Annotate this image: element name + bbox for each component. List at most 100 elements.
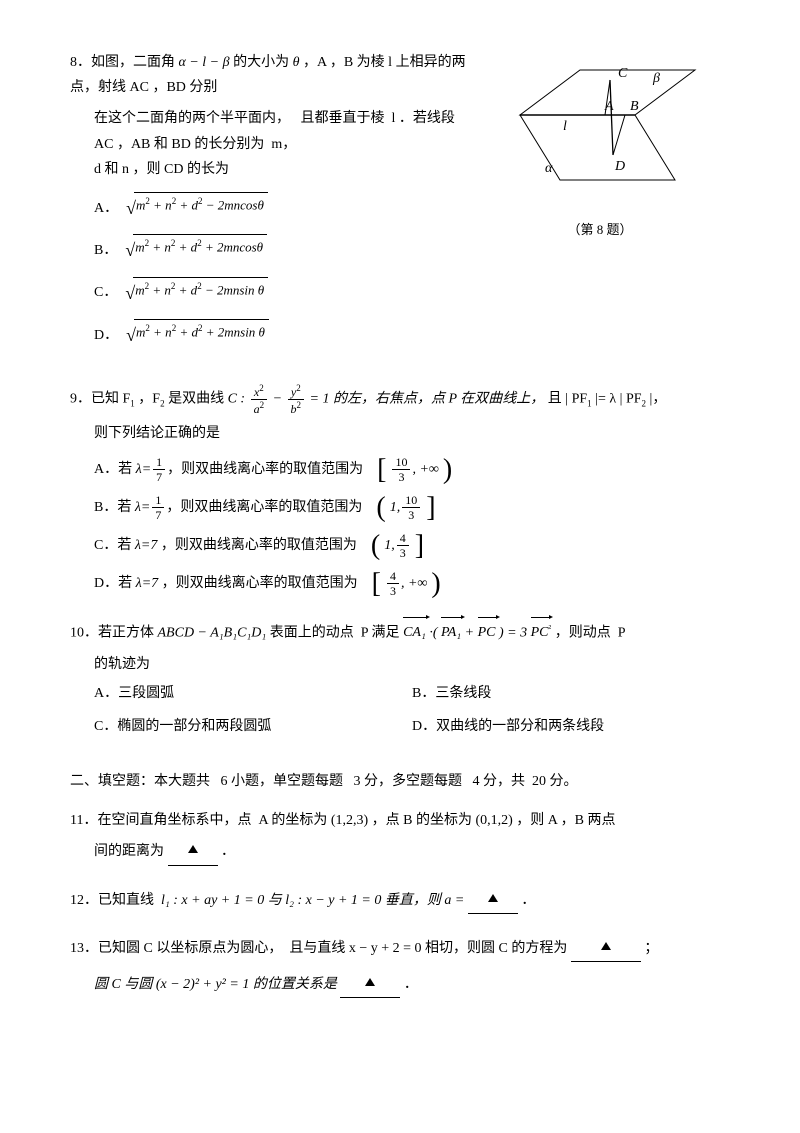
question-13: 13．已知圆 C 以坐标原点为圆心， 且与直线 x − y + 2 = 0 相切… — [70, 936, 730, 998]
blank-q12[interactable] — [468, 888, 518, 914]
q12-period: ． — [521, 893, 535, 908]
q10-t3: P 满足 — [361, 625, 400, 640]
question-9: 9．已知 F1 ，F2 是双曲线 C : x2a2 − y2b2 = 1 的左，… — [70, 384, 730, 598]
q8-line2: 在这个二面角的两个半平面内， 且都垂直于棱 l ．若线段 AC ，AB 和 BD… — [70, 106, 470, 156]
q9b-pre: B．若 — [94, 495, 131, 520]
q9-opt-b: B．若 λ= 17 ，则双曲线离心率的取值范围为 ( 1, 103 ] — [94, 494, 730, 522]
blank-q13b[interactable] — [340, 972, 400, 998]
q10-opt-c: C．椭圆的一部分和两段圆弧 — [94, 714, 412, 739]
q13-t1: ．已知圆 C 以坐标原点为圆心， — [84, 941, 282, 956]
q9-options: A．若 λ= 17 ，则双曲线离心率的取值范围为 [ 103 , +∞ ) B．… — [70, 456, 730, 598]
q8-num: 8 — [70, 55, 77, 70]
opt-label-c: C． — [94, 280, 117, 305]
blank-q11[interactable] — [168, 839, 218, 865]
svg-text:α: α — [545, 161, 553, 176]
sqrt-d: √m2 + n2 + d2 + 2mnsin θ — [126, 319, 269, 351]
q11-period: ． — [221, 844, 235, 859]
q11-header: 11．在空间直角坐标系中，点 A 的坐标为 (1,2,3) ，点 B 的坐标为 … — [70, 808, 730, 833]
q8-l2b: 且都垂直于棱 — [301, 111, 385, 126]
q8-caption: （第 8 题） — [470, 218, 730, 241]
q9d-rb: ) — [431, 570, 440, 598]
q9a-lb: [ — [377, 456, 386, 484]
blank-q13a[interactable] — [571, 936, 641, 962]
q10-v3: PC — [478, 620, 496, 645]
section-2-header: 二、填空题：本大题共 6 小题，单空题每题 3 分，多空题每题 4 分，共 20… — [70, 769, 730, 794]
q9-opt-c: C．若 λ=7 ，则双曲线离心率的取值范围为 ( 1, 43 ] — [94, 532, 730, 560]
q8-text-col: 8．如图，二面角 α − l − β 的大小为 θ ，A ，B 为棱 l 上相异… — [70, 50, 470, 362]
q10-cube: ABCD − A₁B₁C₁D₁ — [158, 625, 267, 640]
q8-opt-c: C． √m2 + n2 + d2 − 2mnsin θ — [94, 277, 470, 309]
q10-t5: P — [618, 625, 626, 640]
q9a-l: λ= — [136, 457, 152, 482]
q8-diagram: C A B D l β α — [485, 50, 715, 210]
q9-c: C : — [228, 391, 246, 406]
svg-text:A: A — [604, 99, 614, 114]
q10-t1: ．若正方体 — [84, 625, 154, 640]
q10-v1: CA₁ — [403, 620, 426, 645]
q9-line2: 则下列结论正确的是 — [70, 421, 730, 446]
q8-opt-b: B． √m2 + n2 + d2 + 2mncosθ — [94, 234, 470, 266]
question-11: 11．在空间直角坐标系中，点 A 的坐标为 (1,2,3) ，点 B 的坐标为 … — [70, 808, 730, 865]
q8-layout: 8．如图，二面角 α − l − β 的大小为 θ ，A ，B 为棱 l 上相异… — [70, 50, 730, 362]
q10-opt-a: A．三段圆弧 — [94, 681, 412, 706]
q10-line2: 的轨迹为 — [70, 652, 730, 677]
q9b-lb: ( — [376, 494, 385, 522]
q9-opt-d: D．若 λ=7 ，则双曲线离心率的取值范围为 [ 43 , +∞ ) — [94, 570, 730, 598]
q8-t1: ．如图，二面角 — [77, 55, 175, 70]
q9-t5: |= λ | PF — [592, 391, 642, 406]
q8-line3: d 和 n ，则 CD 的长为 — [70, 157, 470, 182]
q12-num: 12 — [70, 893, 84, 908]
sqrt-c: √m2 + n2 + d2 − 2mnsin θ — [125, 277, 268, 309]
q9c-bc: 1, 43 — [380, 532, 415, 559]
svg-text:β: β — [652, 71, 660, 86]
q11-t1: ．在空间直角坐标系中，点 — [83, 813, 251, 828]
opt-label-d: D． — [94, 323, 118, 348]
q9b-bc: 1, 103 — [386, 494, 427, 521]
q9-t4: 且 | PF — [548, 391, 587, 406]
q13-line2: 圆 C 与圆 (x − 2)² + y² = 1 的位置关系是 ． — [70, 972, 730, 998]
question-8: 8．如图，二面角 α − l − β 的大小为 θ ，A ，B 为棱 l 上相异… — [70, 50, 730, 362]
q12-t1: ．已知直线 — [84, 893, 154, 908]
q10-plus: + — [465, 625, 478, 640]
q9-frac1: x2a2 — [251, 384, 268, 415]
q9b-l: λ= — [135, 495, 151, 520]
q10-options: A．三段圆弧 B．三条线段 C．椭圆的一部分和两段圆弧 D．双曲线的一部分和两条… — [70, 677, 730, 743]
q13-period: ． — [404, 977, 418, 992]
q9c-rb: ] — [415, 532, 424, 560]
q9a-mid: ，则双曲线离心率的取值范围为 — [167, 457, 363, 482]
q9-eq: = 1 的左，右焦点，点 P 在双曲线上， — [310, 391, 545, 406]
svg-text:D: D — [614, 159, 625, 174]
q9d-l: λ=7 — [136, 571, 159, 596]
q9d-lb: [ — [372, 570, 381, 598]
q11-t2: A 的坐标为 (1,2,3) ，点 B 的坐标为 (0,1,2) ，则 A ，B… — [258, 813, 615, 828]
opt-label-a: A． — [94, 196, 118, 221]
q10-dot: ·( — [429, 625, 437, 640]
q9c-lb: ( — [371, 532, 380, 560]
q8-f2: θ — [293, 55, 300, 70]
q11-num: 11 — [70, 813, 83, 828]
q9-num: 9 — [70, 391, 77, 406]
q10-v4: PC — [531, 620, 549, 645]
q10-t2: 表面上的动点 — [270, 625, 354, 640]
q10-v2: PA₁ — [441, 620, 461, 645]
question-10: 10．若正方体 ABCD − A₁B₁C₁D₁ 表面上的动点 P 满足 CA₁ … — [70, 620, 730, 743]
q13-l2a: 圆 C 与圆 (x − 2)² + y² = 1 的位置关系是 — [94, 977, 337, 992]
q9b-mid: ，则双曲线离心率的取值范围为 — [166, 495, 362, 520]
q9-t2: ，F — [135, 391, 160, 406]
q9-minus: − — [273, 391, 282, 406]
svg-text:B: B — [630, 99, 639, 114]
q9d-mid: ，则双曲线离心率的取值范围为 — [162, 571, 358, 596]
q8-opt-a: A． √m2 + n2 + d2 − 2mncosθ — [94, 192, 470, 224]
q9c-pre: C．若 — [94, 533, 131, 558]
q9a-frac: 17 — [153, 456, 165, 483]
q9b-frac: 17 — [152, 494, 164, 521]
q8-t4: AC ，BD 分别 — [130, 80, 218, 95]
question-12: 12．已知直线 l₁ : x + ay + 1 = 0 与 l₂ : x − y… — [70, 888, 730, 914]
q8-l2d: m， — [271, 137, 296, 152]
q13-t2: 且与直线 x − y + 2 = 0 相切，则圆 C 的方程为 — [289, 941, 567, 956]
svg-text:C: C — [618, 66, 628, 81]
q10-opt-d: D．双曲线的一部分和两条线段 — [412, 714, 730, 739]
q8-l2a: 在这个二面角的两个半平面内， — [94, 111, 290, 126]
q9-t1: ．已知 F — [77, 391, 130, 406]
sqrt-a: √m2 + n2 + d2 − 2mncosθ — [126, 192, 268, 224]
